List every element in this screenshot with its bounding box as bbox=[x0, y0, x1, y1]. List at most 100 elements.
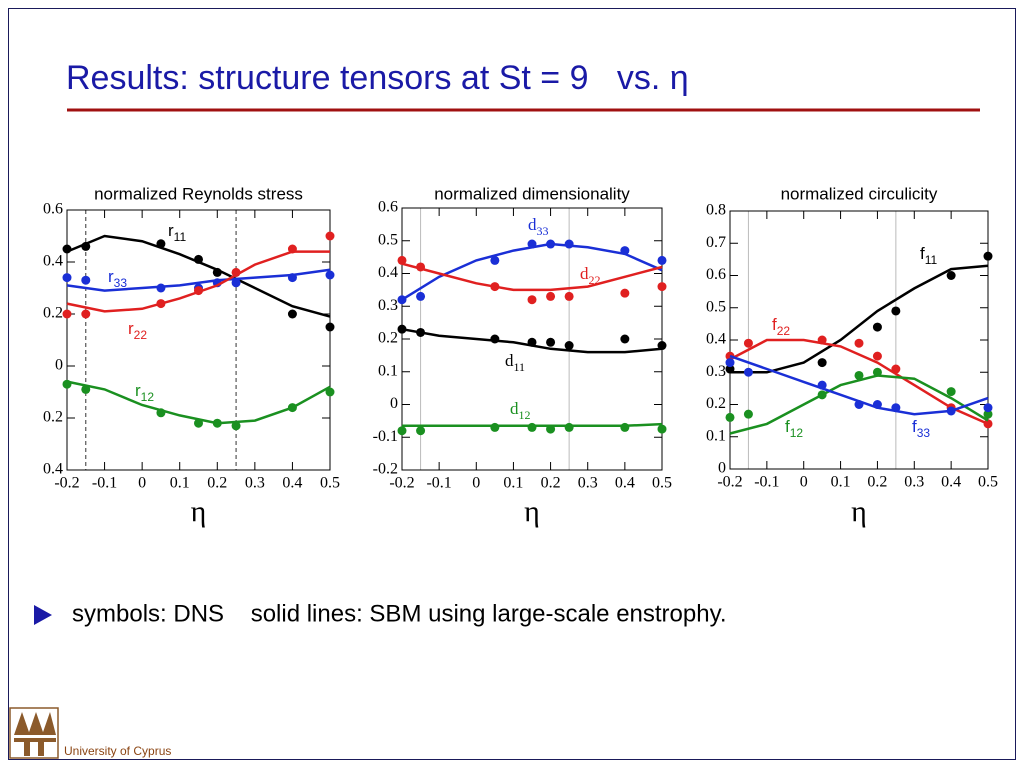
dns-point bbox=[156, 239, 166, 249]
dns-point bbox=[231, 421, 241, 431]
series-label: f33 bbox=[912, 417, 930, 440]
dns-point bbox=[287, 244, 297, 254]
dns-point bbox=[527, 239, 537, 249]
dns-point bbox=[62, 309, 72, 319]
dns-point bbox=[872, 400, 882, 409]
bullet-marker bbox=[34, 605, 52, 625]
y-tick-label: 0.7 bbox=[706, 234, 726, 251]
dns-point bbox=[325, 387, 335, 397]
series-label: f11 bbox=[920, 244, 938, 267]
dns-point bbox=[231, 278, 241, 288]
dns-point bbox=[194, 418, 203, 428]
x-tick-label: 0.3 bbox=[904, 474, 924, 491]
model-line bbox=[730, 264, 989, 374]
dns-point bbox=[725, 412, 735, 422]
dns-point bbox=[983, 403, 993, 413]
series-label: r22 bbox=[128, 319, 147, 342]
x-tick-label: 0.3 bbox=[245, 475, 265, 492]
dns-point bbox=[657, 255, 667, 265]
dns-point bbox=[725, 364, 735, 374]
chart-title: normalized Reynolds stress bbox=[94, 184, 303, 203]
y-tick-label: 0 bbox=[390, 395, 398, 412]
y-tick-label: -0.1 bbox=[373, 428, 398, 445]
dns-point bbox=[546, 424, 556, 434]
y-tick-label: 0.1 bbox=[378, 362, 398, 379]
y-tick-label: 0.2 bbox=[43, 305, 63, 322]
bullet-text: symbols: DNS solid lines: SBM using larg… bbox=[72, 600, 726, 627]
dns-point bbox=[817, 390, 827, 400]
x-tick-label: 0.2 bbox=[541, 475, 561, 492]
dns-point bbox=[620, 334, 630, 344]
dns-point bbox=[81, 241, 91, 251]
dns-point bbox=[854, 338, 864, 348]
footer: University of Cyprus bbox=[64, 744, 171, 758]
y-tick-label: 0 bbox=[718, 460, 726, 477]
dns-point bbox=[872, 367, 882, 377]
dns-point bbox=[325, 322, 335, 332]
y-tick-label: 0.4 bbox=[378, 264, 398, 281]
dns-point bbox=[891, 403, 901, 413]
dns-point bbox=[416, 426, 426, 436]
y-tick-label: 0.8 bbox=[706, 202, 726, 219]
y-tick-label: 0.4 bbox=[706, 331, 726, 348]
dns-point bbox=[564, 341, 574, 351]
dns-point bbox=[891, 306, 901, 316]
x-tick-label: 0.1 bbox=[170, 475, 190, 492]
dns-point bbox=[81, 309, 91, 319]
dns-point bbox=[817, 380, 827, 390]
series-label: r33 bbox=[108, 267, 127, 290]
dns-point bbox=[490, 282, 500, 292]
dns-point bbox=[490, 334, 500, 344]
y-tick-label: 0.2 bbox=[706, 395, 726, 412]
series-label: f12 bbox=[785, 417, 803, 440]
y-tick-label: 0.6 bbox=[43, 201, 63, 218]
dns-point bbox=[872, 322, 882, 332]
dns-point bbox=[983, 251, 993, 261]
x-tick-label: 0.4 bbox=[282, 475, 302, 492]
x-tick-label: 0.4 bbox=[941, 474, 961, 491]
dns-point bbox=[743, 367, 753, 377]
dns-point bbox=[620, 422, 630, 432]
model-line bbox=[729, 374, 989, 435]
dns-point bbox=[983, 409, 993, 419]
dns-point bbox=[287, 273, 297, 283]
y-tick-label: 0 bbox=[55, 357, 63, 374]
dns-point bbox=[287, 309, 297, 319]
y-tick-label: -0.2 bbox=[373, 461, 398, 478]
x-tick-label: -0.1 bbox=[426, 475, 451, 492]
dns-point bbox=[287, 403, 297, 413]
x-tick-label: 0 bbox=[472, 475, 480, 492]
series-label: d22 bbox=[580, 264, 601, 287]
model-line bbox=[66, 380, 331, 425]
dns-point bbox=[194, 254, 203, 264]
x-tick-label: 0 bbox=[800, 474, 808, 491]
dns-point bbox=[564, 239, 574, 249]
chart: normalized Reynolds stress η 0.4 0.2 0 0.2 0.4… bbox=[43, 184, 340, 527]
model-line bbox=[401, 262, 663, 292]
x-tick-label: 0.5 bbox=[652, 475, 672, 492]
dns-point bbox=[156, 283, 166, 293]
series-label: r11 bbox=[168, 221, 186, 244]
dns-point bbox=[325, 270, 335, 280]
y-tick-label: 0.1 bbox=[706, 427, 726, 444]
y-tick-label: 0.5 bbox=[378, 231, 398, 248]
dns-point bbox=[62, 273, 72, 283]
dns-point bbox=[872, 351, 882, 361]
x-tick-label: 0.1 bbox=[831, 474, 851, 491]
series-label: d12 bbox=[510, 399, 531, 422]
slide-title: Results: structure tensors at St = 9 vs.… bbox=[66, 59, 689, 97]
dns-point bbox=[490, 422, 500, 432]
dns-point bbox=[397, 295, 407, 305]
dns-point bbox=[657, 341, 667, 351]
dns-point bbox=[546, 239, 556, 249]
dns-point bbox=[416, 262, 426, 272]
dns-point bbox=[212, 418, 222, 428]
y-tick-label: 0.3 bbox=[706, 363, 726, 380]
chart-title: normalized circulicity bbox=[781, 184, 938, 203]
dns-point bbox=[416, 327, 426, 337]
plot-frame bbox=[66, 209, 331, 471]
dns-point bbox=[946, 406, 956, 416]
series-label: f22 bbox=[772, 315, 790, 338]
dns-point bbox=[397, 426, 407, 436]
